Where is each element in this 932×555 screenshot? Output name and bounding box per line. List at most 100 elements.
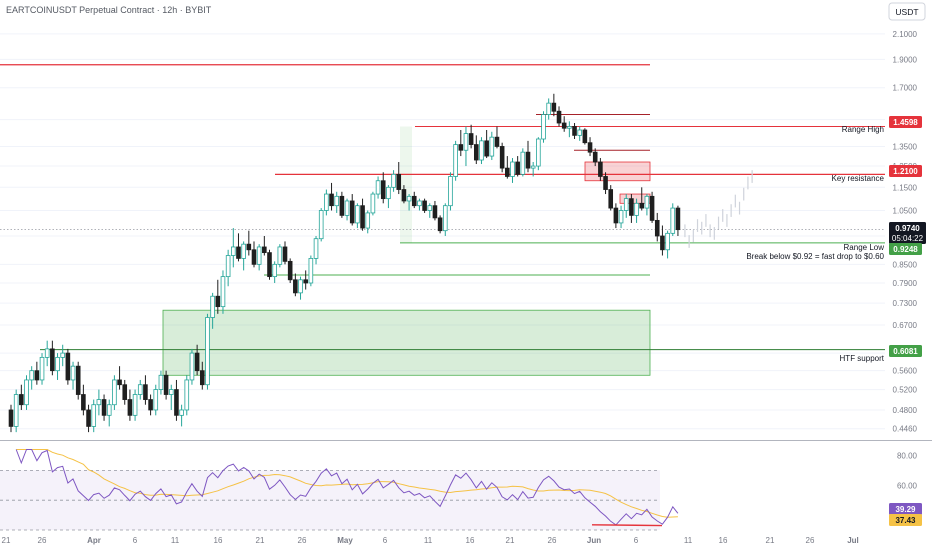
candle-up[interactable] bbox=[55, 356, 60, 372]
candle-down[interactable] bbox=[75, 365, 81, 395]
candle-up[interactable] bbox=[334, 195, 340, 207]
rsi-line[interactable] bbox=[15, 449, 679, 526]
candle-down[interactable] bbox=[236, 246, 241, 259]
candle-up[interactable] bbox=[231, 246, 236, 256]
candle-down[interactable] bbox=[660, 235, 665, 251]
candle-down[interactable] bbox=[458, 144, 464, 151]
candle-up[interactable] bbox=[184, 379, 190, 411]
candle-up[interactable] bbox=[158, 374, 164, 390]
candle-down[interactable] bbox=[329, 193, 334, 207]
candle-down[interactable] bbox=[267, 252, 272, 278]
candle-up[interactable] bbox=[39, 356, 45, 381]
candle-down[interactable] bbox=[587, 142, 593, 153]
candle-up[interactable] bbox=[308, 258, 314, 284]
candle-down[interactable] bbox=[401, 189, 407, 202]
candle-up[interactable] bbox=[112, 379, 117, 406]
candle-up[interactable] bbox=[634, 202, 639, 216]
candle-up[interactable] bbox=[210, 295, 215, 318]
candle-up[interactable] bbox=[220, 276, 226, 308]
candle-down[interactable] bbox=[473, 144, 479, 161]
candle-down[interactable] bbox=[468, 133, 474, 145]
candle-up[interactable] bbox=[91, 404, 97, 427]
candle-up[interactable] bbox=[318, 210, 324, 240]
candle-down[interactable] bbox=[639, 202, 645, 209]
candle-down[interactable] bbox=[572, 126, 577, 136]
candle-down[interactable] bbox=[34, 370, 40, 381]
candle-down[interactable] bbox=[163, 374, 169, 395]
candle-up[interactable] bbox=[256, 246, 262, 265]
candle-up[interactable] bbox=[417, 200, 422, 207]
candle-up[interactable] bbox=[179, 409, 184, 416]
candle-down[interactable] bbox=[127, 399, 133, 416]
candle-down[interactable] bbox=[598, 161, 603, 177]
candle-up[interactable] bbox=[60, 352, 65, 358]
candle-down[interactable] bbox=[411, 195, 417, 207]
candle-down[interactable] bbox=[561, 122, 567, 129]
currency-button[interactable] bbox=[888, 2, 926, 21]
candle-down[interactable] bbox=[303, 279, 308, 284]
candle-up[interactable] bbox=[29, 370, 34, 381]
candle-down[interactable] bbox=[287, 260, 293, 281]
candle-down[interactable] bbox=[484, 140, 489, 157]
candle-down[interactable] bbox=[525, 151, 531, 169]
candle-up[interactable] bbox=[355, 205, 360, 224]
candle-up[interactable] bbox=[644, 195, 650, 209]
candle-down[interactable] bbox=[505, 167, 510, 177]
candle-down[interactable] bbox=[86, 409, 91, 427]
candle-up[interactable] bbox=[132, 394, 138, 416]
candle-down[interactable] bbox=[8, 409, 14, 427]
candle-down[interactable] bbox=[360, 205, 365, 229]
candle-down[interactable] bbox=[50, 348, 55, 372]
candle-down[interactable] bbox=[293, 279, 298, 294]
candle-down[interactable] bbox=[494, 136, 500, 147]
candle-up[interactable] bbox=[541, 114, 546, 140]
candle-down[interactable] bbox=[515, 161, 520, 175]
candle-down[interactable] bbox=[603, 176, 608, 190]
candle-down[interactable] bbox=[251, 249, 257, 265]
candle-down[interactable] bbox=[339, 195, 345, 216]
candle-down[interactable] bbox=[582, 129, 588, 144]
candle-up[interactable] bbox=[567, 126, 572, 129]
candle-down[interactable] bbox=[122, 384, 128, 400]
candle-down[interactable] bbox=[81, 394, 86, 411]
candle-up[interactable] bbox=[272, 263, 277, 278]
candle-up[interactable] bbox=[44, 348, 50, 358]
candle-up[interactable] bbox=[153, 389, 159, 411]
candle-down[interactable] bbox=[215, 295, 221, 308]
candle-down[interactable] bbox=[199, 370, 205, 386]
candle-up[interactable] bbox=[530, 165, 536, 169]
candle-up[interactable] bbox=[536, 138, 541, 167]
candle-up[interactable] bbox=[391, 173, 396, 188]
candle-up[interactable] bbox=[365, 212, 371, 229]
candle-up[interactable] bbox=[298, 279, 303, 294]
candle-up[interactable] bbox=[546, 102, 551, 115]
candle-up[interactable] bbox=[623, 198, 629, 211]
candle-up[interactable] bbox=[168, 389, 174, 395]
candle-down[interactable] bbox=[101, 399, 107, 416]
candle-up[interactable] bbox=[479, 140, 484, 161]
candle-up[interactable] bbox=[106, 404, 112, 416]
candle-up[interactable] bbox=[453, 144, 458, 177]
candle-down[interactable] bbox=[422, 200, 427, 211]
candle-up[interactable] bbox=[427, 205, 433, 211]
candle-up[interactable] bbox=[510, 161, 515, 177]
candle-up[interactable] bbox=[375, 180, 381, 195]
candle-up[interactable] bbox=[463, 133, 469, 151]
candle-up[interactable] bbox=[324, 193, 329, 211]
candle-up[interactable] bbox=[618, 210, 624, 224]
candle-up[interactable] bbox=[24, 379, 29, 406]
candle-down[interactable] bbox=[19, 394, 24, 406]
candle-down[interactable] bbox=[556, 110, 562, 124]
candle-down[interactable] bbox=[174, 389, 179, 416]
candle-up[interactable] bbox=[370, 193, 376, 214]
candle-up[interactable] bbox=[313, 238, 319, 259]
candle-up[interactable] bbox=[189, 352, 195, 381]
candle-down[interactable] bbox=[432, 205, 438, 219]
candle-down[interactable] bbox=[65, 352, 71, 381]
candle-up[interactable] bbox=[489, 136, 495, 157]
candle-down[interactable] bbox=[396, 173, 402, 190]
candle-up[interactable] bbox=[442, 205, 448, 232]
candle-up[interactable] bbox=[386, 186, 391, 200]
